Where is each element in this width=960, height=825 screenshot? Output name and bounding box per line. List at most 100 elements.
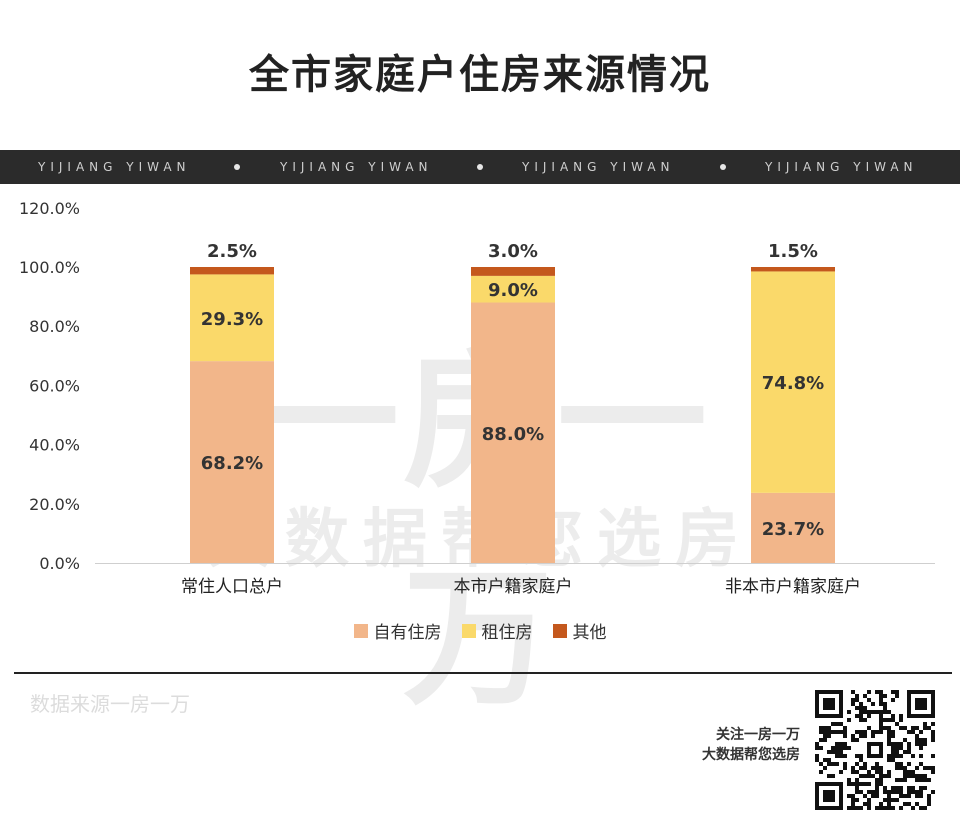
bar-segment: [751, 267, 835, 272]
qr-module: [871, 774, 875, 778]
legend-swatch-rented: [461, 623, 476, 638]
qr-module: [875, 790, 879, 794]
qr-module: [911, 790, 915, 794]
qr-module: [899, 766, 903, 770]
qr-module: [879, 714, 883, 718]
qr-module: [823, 730, 827, 734]
data-label: 3.0%: [488, 241, 538, 262]
qr-module: [883, 694, 887, 698]
qr-module: [863, 802, 867, 806]
qr-module: [815, 742, 819, 746]
qr-module: [823, 726, 827, 730]
qr-code-icon[interactable]: [815, 690, 935, 810]
qr-module: [835, 730, 839, 734]
qr-module: [859, 758, 863, 762]
qr-module: [863, 794, 867, 798]
qr-module: [891, 750, 895, 754]
qr-module: [855, 790, 859, 794]
qr-module: [927, 766, 931, 770]
follow-promo: 关注一房一万 大数据帮您选房: [660, 725, 800, 765]
qr-module: [871, 734, 875, 738]
qr-module: [827, 726, 831, 730]
qr-module: [879, 770, 883, 774]
qr-module: [831, 750, 835, 754]
band-text: YIJIANG YIWAN: [280, 160, 433, 174]
qr-module: [899, 746, 903, 750]
qr-module: [835, 722, 839, 726]
qr-module: [891, 746, 895, 750]
qr-module: [847, 806, 851, 810]
qr-module: [823, 766, 827, 770]
qr-module: [819, 762, 823, 766]
qr-module: [859, 730, 863, 734]
qr-module: [915, 794, 919, 798]
qr-module: [863, 766, 867, 770]
qr-module: [879, 718, 883, 722]
qr-module: [911, 806, 915, 810]
qr-module: [831, 762, 835, 766]
qr-module: [907, 746, 911, 750]
qr-module: [883, 798, 887, 802]
band-text: YIJIANG YIWAN: [765, 160, 918, 174]
qr-module: [883, 786, 887, 790]
qr-module: [863, 694, 867, 698]
qr-module: [831, 774, 835, 778]
qr-module: [843, 734, 847, 738]
qr-module: [903, 778, 907, 782]
band-dot: [234, 164, 240, 170]
qr-module: [907, 770, 911, 774]
qr-module: [871, 790, 875, 794]
qr-module: [931, 734, 935, 738]
qr-module: [911, 786, 915, 790]
qr-module: [879, 710, 883, 714]
bar-segment: [751, 271, 835, 493]
qr-module: [923, 774, 927, 778]
qr-module: [879, 806, 883, 810]
qr-module: [851, 702, 855, 706]
qr-module: [887, 742, 891, 746]
legend-label: 其他: [572, 623, 607, 643]
data-label: 2.5%: [207, 241, 257, 262]
qr-module: [859, 774, 863, 778]
qr-module: [915, 734, 919, 738]
qr-module: [931, 770, 935, 774]
qr-module: [827, 730, 831, 734]
qr-module: [823, 734, 827, 738]
stacked-bar-chart: 0.0% 20.0% 40.0% 60.0% 80.0% 100.0% 120.0% 68.2…: [19, 199, 935, 597]
qr-module: [907, 802, 911, 806]
qr-module: [859, 782, 863, 786]
qr-module: [887, 730, 891, 734]
data-label: 74.8%: [762, 373, 824, 394]
qr-module: [827, 762, 831, 766]
qr-module: [915, 802, 919, 806]
qr-module: [847, 746, 851, 750]
qr-module: [867, 774, 871, 778]
qr-module: [891, 714, 895, 718]
qr-module: [867, 726, 871, 730]
qr-module: [899, 790, 903, 794]
qr-module: [891, 718, 895, 722]
qr-module: [883, 726, 887, 730]
qr-module: [895, 766, 899, 770]
qr-module: [887, 802, 891, 806]
qr-module: [927, 802, 931, 806]
chart-title: 全市家庭户住房来源情况: [249, 52, 711, 98]
qr-module: [895, 754, 899, 758]
qr-module: [843, 726, 847, 730]
qr-module: [903, 738, 907, 742]
qr-module: [931, 790, 935, 794]
qr-module: [835, 750, 839, 754]
qr-module: [875, 778, 879, 782]
y-tick-label: 20.0%: [29, 495, 80, 514]
qr-module: [855, 770, 859, 774]
qr-module: [855, 778, 859, 782]
qr-module: [895, 798, 899, 802]
qr-module: [907, 786, 911, 790]
qr-module: [871, 702, 875, 706]
qr-module: [843, 742, 847, 746]
qr-module: [855, 754, 859, 758]
qr-module: [875, 782, 879, 786]
qr-module: [891, 790, 895, 794]
qr-module: [887, 754, 891, 758]
qr-module: [819, 730, 823, 734]
